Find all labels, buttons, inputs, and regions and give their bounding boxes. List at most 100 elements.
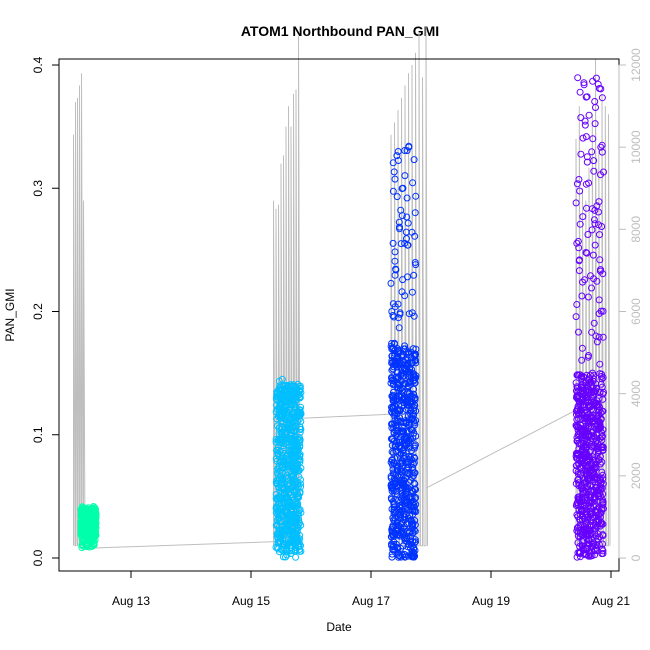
scatter-point (409, 179, 417, 187)
scatter-point (408, 447, 416, 455)
scatter-point (389, 187, 397, 195)
scatter-point (288, 400, 295, 408)
scatter-point (408, 456, 416, 464)
scatter-point (282, 452, 290, 460)
scatter-point (86, 514, 94, 522)
scatter-point (395, 218, 403, 226)
scatter-point (391, 340, 398, 348)
scatter-point (284, 527, 292, 535)
scatter-point (589, 453, 597, 461)
scatter-point (392, 400, 400, 408)
scatter-point (585, 540, 593, 548)
scatter-point (598, 148, 606, 156)
scatter-point (391, 257, 399, 265)
scatter-point (277, 531, 285, 539)
scatter-point (274, 531, 282, 539)
scatter-point (286, 435, 294, 443)
scatter-point (584, 293, 592, 301)
scatter-point (392, 540, 400, 548)
scatter-point (401, 537, 409, 545)
scatter-point (411, 507, 419, 515)
scatter-point (595, 333, 603, 341)
scatter-point (287, 488, 294, 496)
scatter-point (395, 406, 403, 414)
scatter-point (578, 356, 586, 364)
scatter-point (294, 502, 302, 510)
scatter-point (280, 512, 287, 520)
scatter-point (585, 536, 592, 544)
scatter-point (295, 494, 303, 501)
scatter-point (574, 237, 582, 245)
scatter-point (410, 417, 418, 425)
y-left-tick-label: 0.1 (31, 426, 45, 443)
scatter-point (276, 476, 283, 483)
scatter-point (405, 143, 413, 151)
y-right-tick-label: 8000 (629, 216, 643, 243)
scatter-point (411, 454, 419, 462)
scatter-point (391, 271, 399, 279)
scatter-point (574, 371, 582, 379)
scatter-point (389, 409, 397, 417)
scatter-point (395, 346, 403, 354)
scatter-point (389, 498, 397, 505)
scatter-point (297, 410, 305, 418)
scatter-point (596, 522, 604, 530)
scatter-point (399, 492, 406, 500)
scatter-point (596, 256, 604, 264)
scatter-point (406, 512, 414, 519)
scatter-point (583, 496, 591, 504)
scatter-point (80, 529, 88, 537)
scatter-point (586, 503, 594, 511)
scatter-point (278, 390, 286, 398)
scatter-point (409, 434, 417, 442)
scatter-point (397, 390, 405, 398)
scatter-point (403, 147, 411, 155)
scatter-point (572, 421, 580, 429)
scatter-point (597, 143, 605, 151)
scatter-point (274, 465, 281, 473)
scatter-point (279, 553, 287, 561)
scatter-point (595, 486, 603, 494)
scatter-point (575, 267, 583, 275)
scatter-point (273, 479, 281, 487)
scatter-point (588, 443, 596, 450)
scatter-point (409, 529, 416, 537)
y-left-tick-label: 0.2 (31, 303, 45, 320)
scatter-point (583, 153, 591, 161)
scatter-point (409, 411, 417, 419)
scatter-point (583, 158, 591, 166)
scatter-point (597, 518, 605, 526)
scatter-point (292, 500, 300, 508)
scatter-point (390, 168, 398, 176)
scatter-point (590, 167, 598, 175)
scatter-point (592, 74, 600, 82)
scatter-point (283, 457, 291, 465)
scatter-point (583, 93, 591, 101)
scatter-point (395, 503, 403, 511)
scatter-point (576, 440, 584, 448)
scatter-point (89, 538, 96, 545)
scatter-point (276, 523, 283, 531)
scatter-point (598, 370, 606, 378)
scatter-point (575, 328, 582, 336)
scatter-point (405, 529, 413, 537)
scatter-point (388, 374, 395, 381)
scatter-point (279, 489, 286, 497)
scatter-point (90, 541, 98, 549)
scatter-point (411, 469, 419, 477)
scatter-point (572, 313, 580, 321)
scatter-point (583, 467, 591, 475)
scatter-point (590, 539, 597, 547)
scatter-point (387, 279, 395, 287)
scatter-point (595, 403, 603, 411)
scatter-point (401, 147, 409, 154)
x-tick-label: Aug 17 (352, 594, 390, 608)
scatter-point (583, 249, 591, 257)
y-right-tick-label: 10000 (629, 130, 643, 164)
scatter-point (581, 276, 589, 284)
scatter-point (285, 446, 293, 454)
scatter-point (398, 444, 406, 452)
scatter-point (598, 545, 606, 553)
scatter-point (283, 551, 291, 559)
scatter-point (598, 550, 606, 558)
